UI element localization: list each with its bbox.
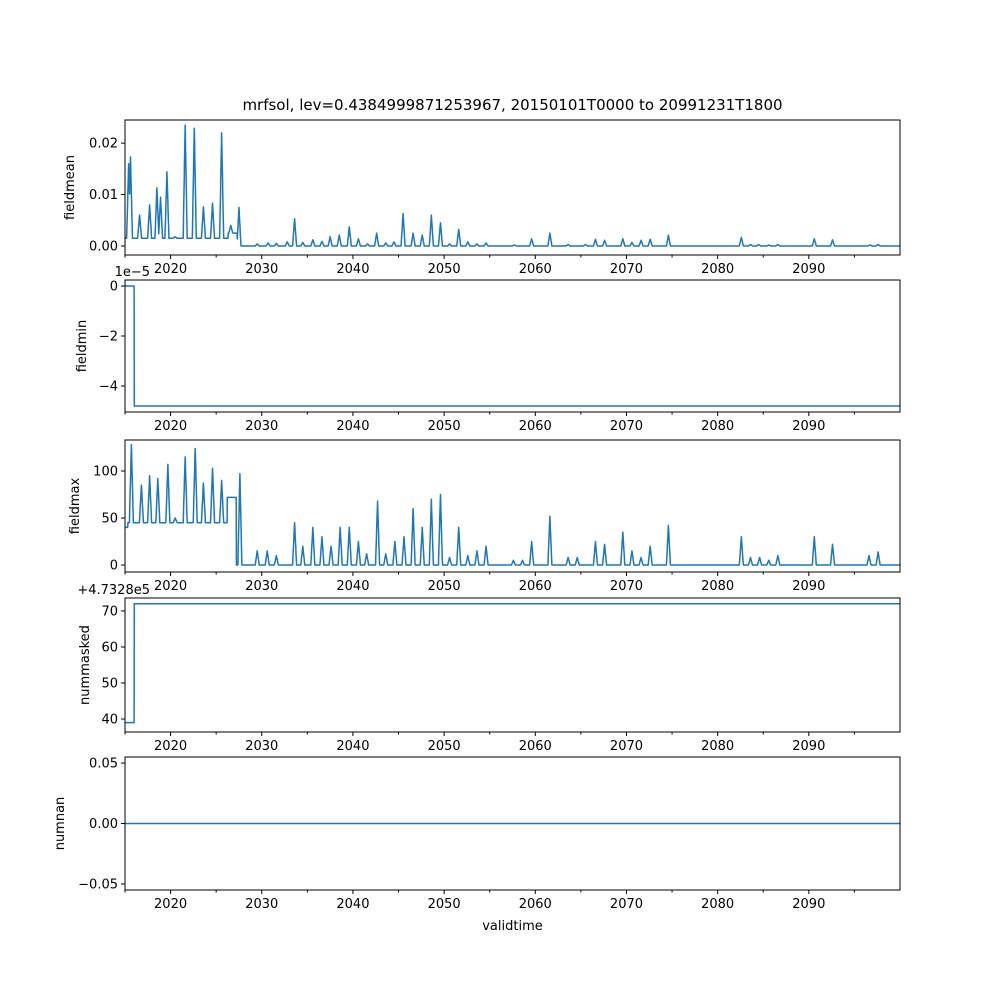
axes-frame-fieldmin (124, 279, 901, 413)
x-tick-label: 2080 (701, 262, 734, 277)
x-tick-label: 2070 (610, 739, 643, 754)
x-tick-label: 2050 (428, 579, 461, 594)
x-tick-label: 2040 (336, 579, 369, 594)
y-axis-label-numnan: numnan (53, 797, 68, 851)
y-tick-label-numnan: −0.05 (78, 877, 118, 892)
series-line-fieldmin (124, 285, 901, 407)
y-tick-label-fieldmax: 50 (101, 512, 118, 527)
x-tick-label: 2060 (519, 739, 552, 754)
x-tick-label: 2090 (792, 419, 825, 434)
axes-frame-fieldmean (124, 119, 901, 256)
x-tick-label: 2080 (701, 739, 734, 754)
y-axis-label-nummasked: nummasked (78, 625, 93, 705)
x-tick-label: 2050 (428, 419, 461, 434)
series-line-nummasked (124, 603, 901, 724)
axes-frame-fieldmax (124, 439, 901, 573)
y-axis-label-fieldmean: fieldmean (63, 155, 78, 220)
x-axis-label: validtime (482, 919, 543, 934)
x-tick-label: 2020 (154, 897, 187, 912)
y-tick-label-nummasked: 60 (101, 640, 118, 655)
x-tick-label: 2060 (519, 579, 552, 594)
x-tick-label: 2040 (336, 897, 369, 912)
x-tick-label: 2030 (245, 419, 278, 434)
x-tick-label: 2030 (245, 262, 278, 277)
x-tick-label: 2030 (245, 579, 278, 594)
x-tick-label: 2080 (701, 897, 734, 912)
x-tick-label: 2060 (519, 419, 552, 434)
x-tick-label: 2020 (154, 419, 187, 434)
x-tick-label: 2040 (336, 739, 369, 754)
y-tick-label-nummasked: 50 (101, 677, 118, 692)
x-tick-label: 2070 (610, 897, 643, 912)
y-tick-label-nummasked: 70 (101, 604, 118, 619)
chart-title: mrfsol, lev=0.4384999871253967, 20150101… (242, 96, 783, 114)
x-tick-label: 2080 (701, 419, 734, 434)
y-tick-label-fieldmin: −2 (99, 330, 118, 345)
x-tick-label: 2090 (792, 262, 825, 277)
y-tick-label-numnan: 0.00 (89, 817, 118, 832)
y-tick-label-fieldmean: 0.00 (89, 240, 118, 255)
y-axis-label-fieldmin: fieldmin (75, 320, 90, 373)
x-tick-label: 2050 (428, 262, 461, 277)
x-tick-label: 2020 (154, 579, 187, 594)
x-tick-label: 2030 (245, 897, 278, 912)
y-tick-label-fieldmin: 0 (110, 280, 118, 295)
x-tick-label: 2070 (610, 419, 643, 434)
x-tick-label: 2020 (154, 739, 187, 754)
y-axis-label-fieldmax: fieldmax (68, 478, 83, 535)
x-tick-label: 2030 (245, 739, 278, 754)
y-offset-text-nummasked: +4.7328e5 (77, 583, 150, 598)
x-tick-label: 2050 (428, 739, 461, 754)
x-tick-label: 2070 (610, 262, 643, 277)
y-tick-label-fieldmax: 0 (110, 559, 118, 574)
x-tick-label: 2040 (336, 419, 369, 434)
x-tick-label: 2040 (336, 262, 369, 277)
x-tick-label: 2020 (154, 262, 187, 277)
x-tick-label: 2060 (519, 262, 552, 277)
series-line-fieldmax (124, 443, 901, 566)
x-tick-label: 2080 (701, 579, 734, 594)
x-tick-label: 2050 (428, 897, 461, 912)
y-tick-label-fieldmean: 0.02 (89, 137, 118, 152)
y-tick-label-fieldmean: 0.01 (89, 188, 118, 203)
x-tick-label: 2090 (792, 739, 825, 754)
y-tick-label-fieldmin: −4 (99, 380, 118, 395)
x-tick-label: 2090 (792, 897, 825, 912)
y-tick-label-nummasked: 40 (101, 713, 118, 728)
x-tick-label: 2070 (610, 579, 643, 594)
axes-frame-nummasked (124, 597, 901, 733)
x-tick-label: 2060 (519, 897, 552, 912)
y-tick-label-numnan: 0.05 (89, 757, 118, 772)
y-offset-text-fieldmin: 1e−5 (115, 265, 150, 280)
series-line-fieldmean (124, 124, 901, 247)
y-tick-label-fieldmax: 100 (93, 465, 118, 480)
x-tick-label: 2090 (792, 579, 825, 594)
